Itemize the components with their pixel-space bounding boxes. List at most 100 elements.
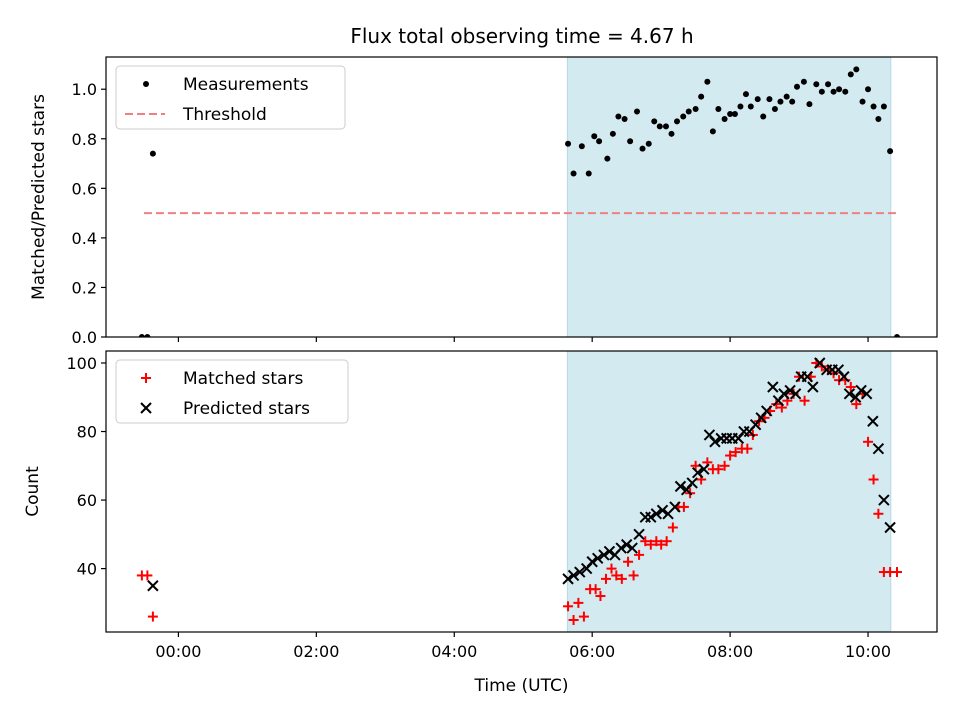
measurement-point [680,113,687,120]
matched-star-point [147,611,158,622]
legend: Measurements Threshold [115,65,346,130]
measurement-point [704,78,711,85]
measurement-point [830,88,837,95]
measurement-point [591,133,598,140]
matched-star-point [616,573,627,584]
measurement-point [742,91,749,98]
x-tick-label: 10:00 [845,642,891,661]
matched-star-point [645,539,656,550]
x-axis-label: Time (UTC) [474,676,569,696]
measurement-point [760,113,767,120]
measurement-point [870,103,877,110]
measurement-point [836,86,843,93]
predicted-star-point [586,556,598,568]
matched-star-point [863,436,874,447]
predicted-star-point [807,381,819,393]
x-tick-label: 06:00 [569,642,615,661]
axes-frame [105,56,938,338]
matched-star-point [873,508,884,519]
y-tick-label: 1.0 [72,80,97,99]
predicted-star-point [691,466,704,479]
measurement-point [783,93,790,100]
matched-star-point [600,573,611,584]
y-tick-label: 0.6 [72,179,97,198]
measurement-point [604,155,611,162]
measurement-point [818,88,825,95]
matched-star-point [628,570,639,581]
predicted-star-point [645,511,657,523]
x-tick-label: 04:00 [431,642,477,661]
legend-box [115,65,346,130]
measurement-point [806,101,813,108]
measurement-point [149,150,156,157]
matched-star-point [851,399,862,410]
predicted-star-point [872,442,885,455]
measurement-point [865,86,872,93]
legend-label: Measurements [183,75,309,95]
observing-window-shade [566,350,892,633]
observing-window-shade [566,56,892,338]
matched-star-point [713,464,724,475]
predicted-star-point [562,573,574,585]
measurement-point [789,98,796,105]
y-tick-label: 0.4 [72,229,97,248]
predicted-star-point [767,381,779,393]
matched-star-point [563,601,574,612]
predicted-star-point [615,542,627,554]
measurement-point [609,130,616,137]
matched-star-point [623,556,634,567]
measurement-point [627,138,634,145]
measurement-point [853,66,860,73]
matched-star-point [634,549,645,560]
y-tick-label: 0.2 [72,278,97,297]
matched-star-point [573,597,584,608]
measurement-point [842,88,849,95]
predicted-star-point [147,580,159,592]
measurement-point [621,115,628,122]
matched-star-point [656,539,667,550]
x-tick-label: 00:00 [155,642,201,661]
y-tick-label: 60 [77,491,97,510]
measurement-point [565,140,572,147]
legend: Matched stars Predicted stars [115,359,349,424]
matched-star-point [799,395,810,406]
measurement-point [813,81,820,88]
measurement-point [585,170,592,177]
predicted-star-point [784,384,796,397]
predicted-star-point [626,542,638,554]
x-tick-label: 08:00 [707,642,753,661]
y-tick-label: 80 [77,423,97,442]
figure-title-text: Flux total observing time = 4.67 h [350,24,693,48]
predicted-star-point [567,569,580,582]
predicted-star-point [860,388,873,400]
matched-star-point [719,460,730,471]
measurement-point [615,113,622,120]
measurement-point [825,81,832,88]
predicted-star-point [855,384,867,397]
predicted-star-point [778,388,790,400]
predicted-star-point [843,388,856,400]
x-tick-label: 02:00 [293,642,339,661]
measurement-point [639,145,646,152]
measurement-point [144,334,151,337]
predicted-star-point [709,436,721,448]
y-tick-label: 40 [77,560,97,579]
measurement-point [737,103,744,110]
measurement-point [656,123,663,130]
measurement-point [847,71,854,78]
measurement-point [715,106,722,113]
measurement-point [662,123,669,130]
measurement-point [894,334,901,337]
measurement-point [645,140,652,147]
y-tick-label: 0.8 [72,130,97,149]
measurement-point [634,108,641,115]
measurement-point [887,148,894,155]
matched-star-point [725,450,736,461]
y-axis-label: Count [23,466,43,517]
matched-star-point [892,567,903,578]
measurement-point [578,143,585,150]
top-panel: 0.0 0.2 0.4 0.6 0.8 1.0 Matched/Predicted star… [29,56,938,347]
y-tick-label: 0.0 [72,328,97,347]
predicted-star-point [669,501,681,513]
measurement-point [721,115,728,122]
